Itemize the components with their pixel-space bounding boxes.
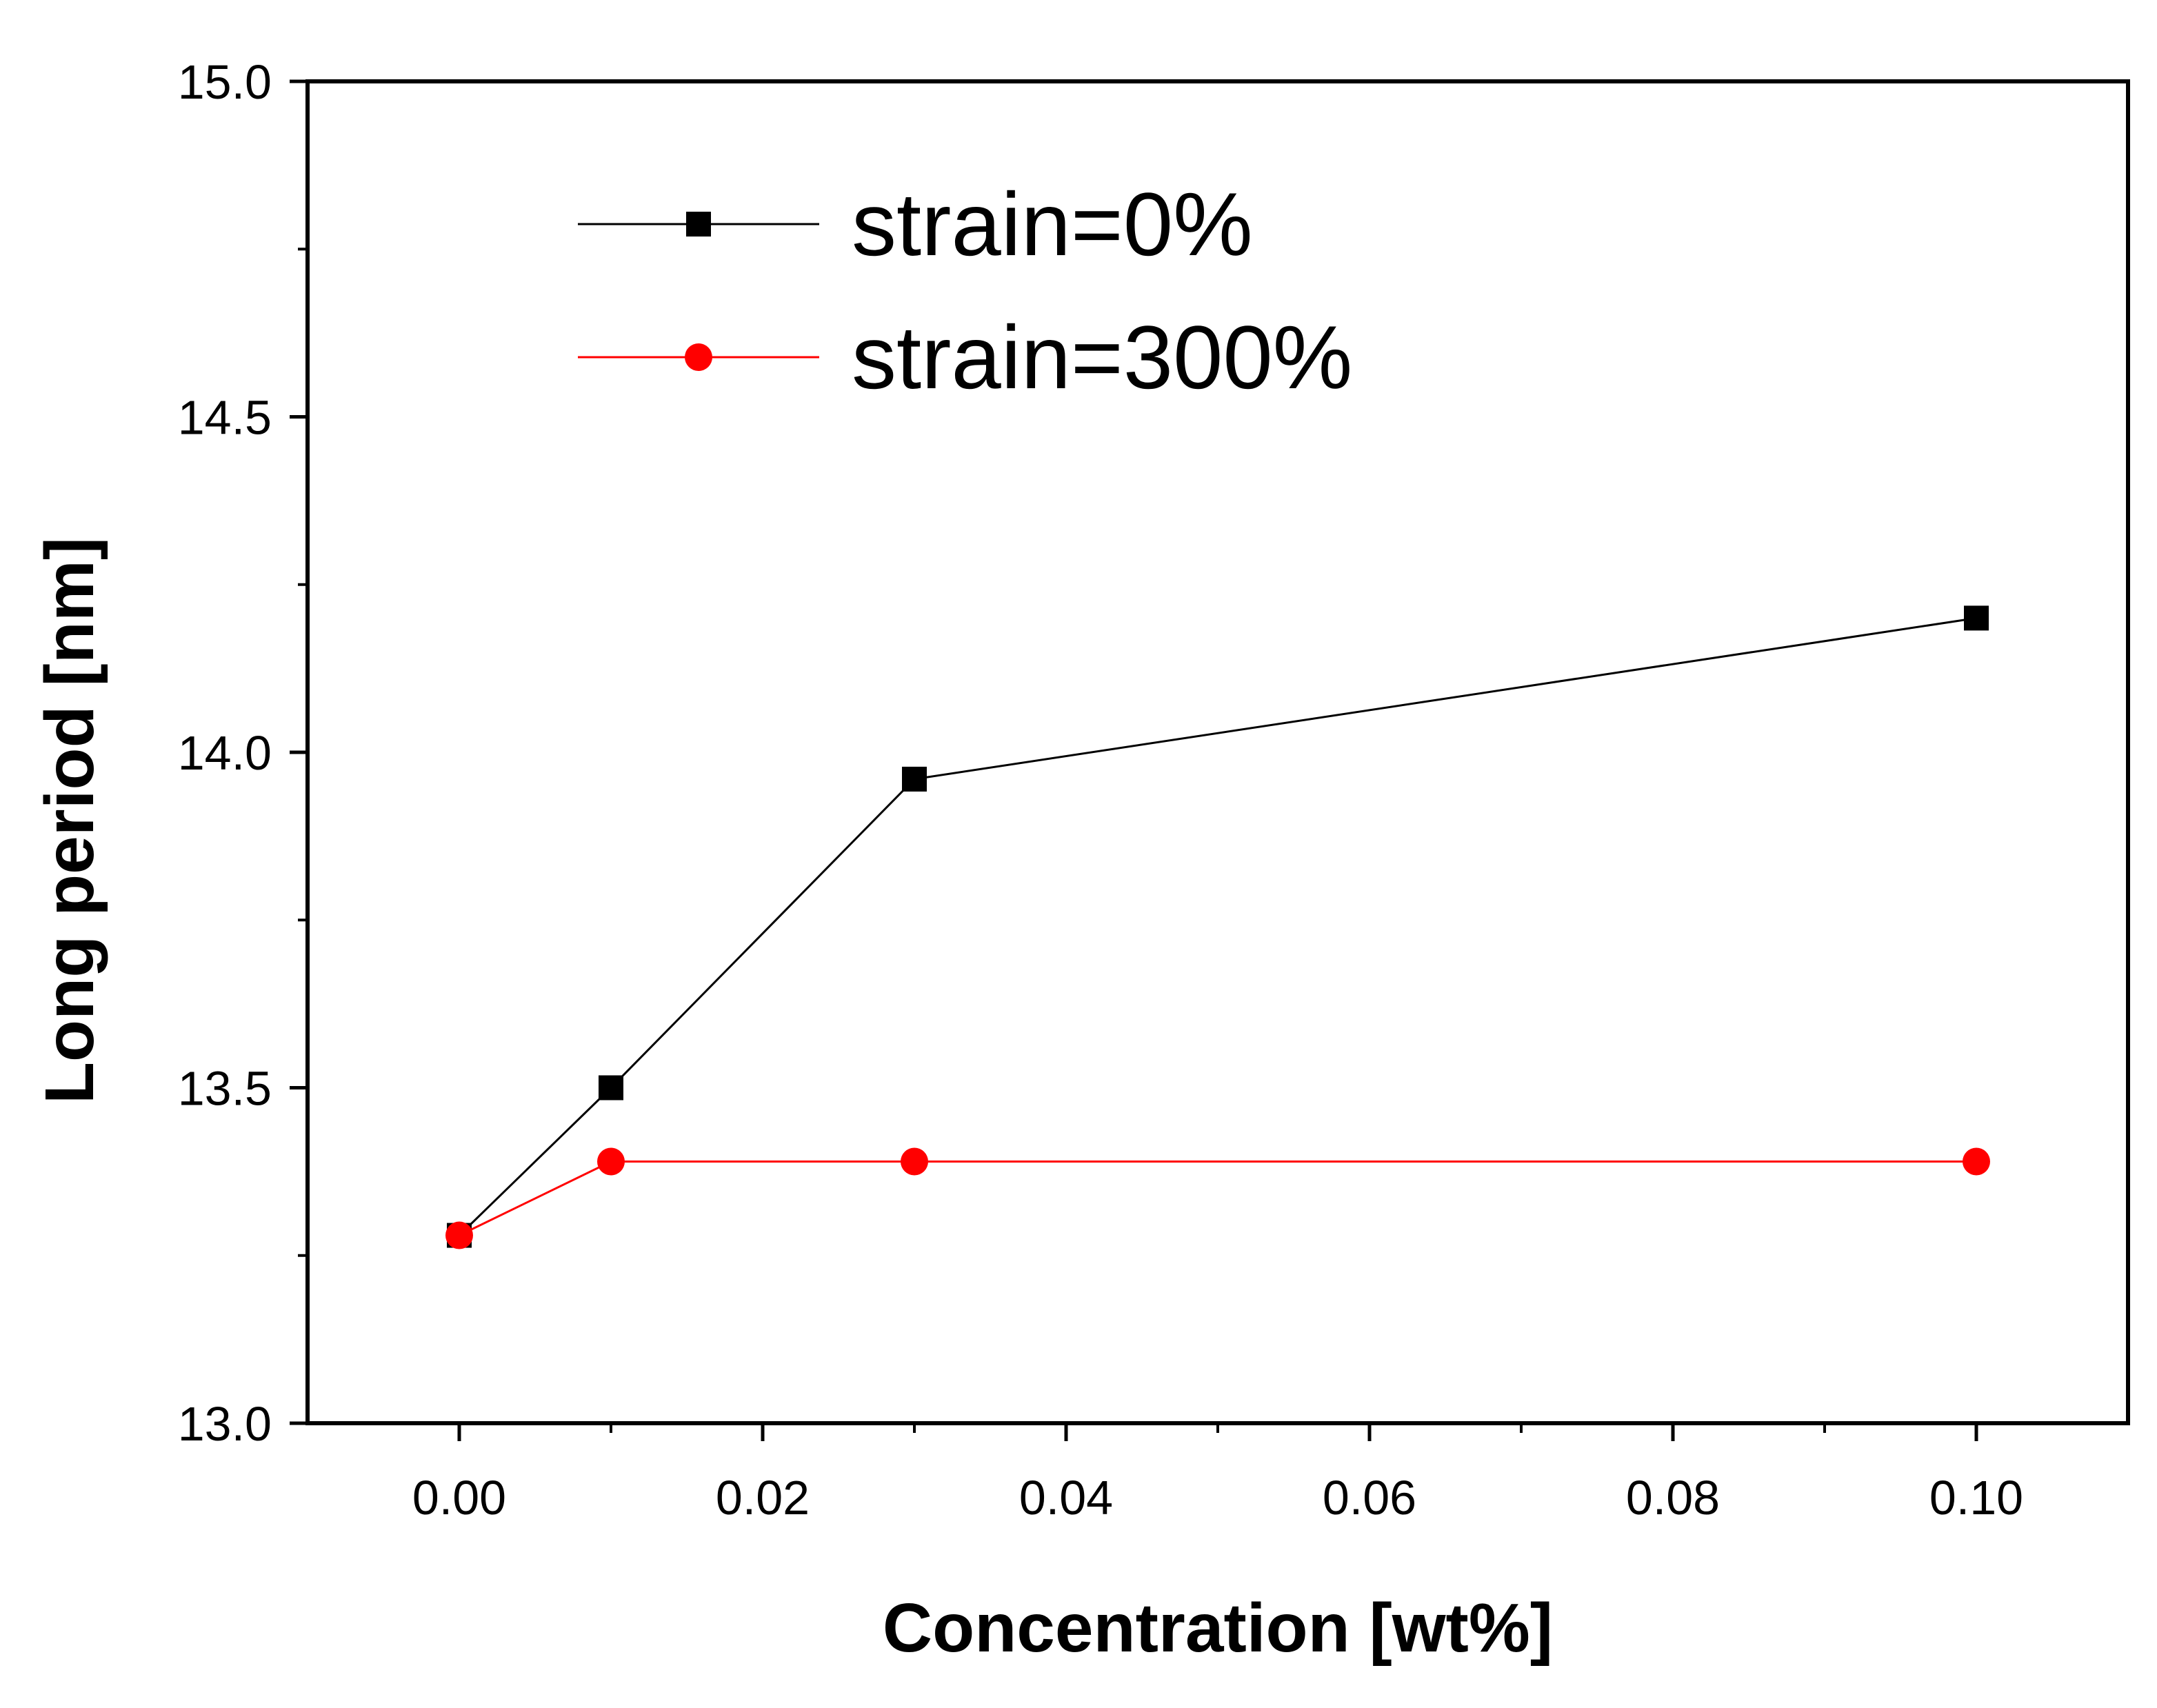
y-tick-label: 15.0: [178, 55, 272, 109]
y-tick-label: 13.5: [178, 1062, 272, 1116]
y-tick-label: 14.0: [178, 726, 272, 780]
plot-frame: [305, 79, 2130, 1425]
x-tick-label: 0.06: [1323, 1471, 1416, 1525]
legend-marker-circle: [685, 343, 712, 371]
x-tick-label: 0.08: [1626, 1471, 1720, 1525]
legend-label-1: strain=0%: [852, 174, 1253, 274]
series-marker-circle: [901, 1147, 928, 1176]
y-axis-title: Long period [nm]: [31, 537, 108, 1104]
series-line-2: [459, 1161, 1976, 1236]
x-tick-label: 0.04: [1019, 1471, 1113, 1525]
x-tick-label: 0.10: [1929, 1471, 2023, 1525]
series-marker-square: [599, 1075, 623, 1101]
series-marker-circle: [1963, 1147, 1990, 1176]
series-marker-square: [1964, 605, 1989, 631]
series-layer: [445, 605, 1990, 1249]
series-marker-square: [902, 766, 927, 792]
series-marker-circle: [445, 1221, 473, 1249]
y-tick-label: 14.5: [178, 391, 272, 445]
y-axis-ticks: 13.0 13.5 14.0 14.5 15.0: [178, 55, 308, 1451]
x-axis-ticks: 0.00 0.02 0.04 0.06 0.08 0.10: [412, 1423, 2023, 1525]
series-marker-circle: [597, 1147, 625, 1176]
x-tick-label: 0.00: [412, 1471, 506, 1525]
legend-marker-square: [686, 212, 711, 237]
x-tick-label: 0.02: [716, 1471, 810, 1525]
legend: strain=0% strain=300%: [578, 174, 1352, 408]
series-line-1: [458, 616, 1977, 1236]
legend-label-2: strain=300%: [852, 307, 1352, 408]
x-axis-title: Concentration [wt%]: [883, 1589, 1553, 1667]
y-tick-label: 13.0: [178, 1397, 272, 1451]
